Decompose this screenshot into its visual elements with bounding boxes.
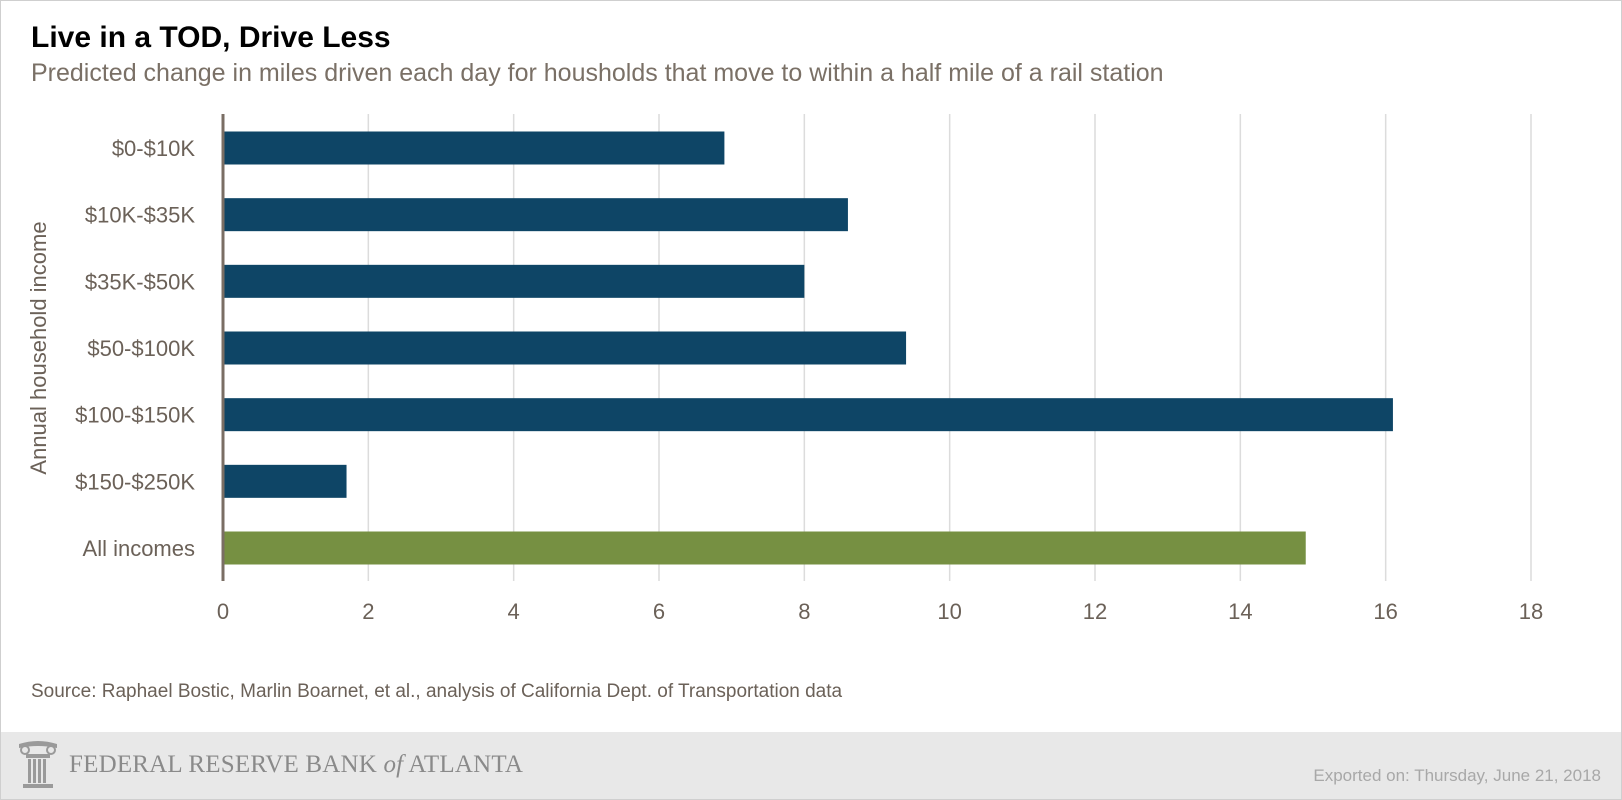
bar-chart: $0-$10K $10K-$35K $35K-$50K $50-$100K $100-$… bbox=[26, 114, 1543, 624]
category-label-4: $100-$150K bbox=[75, 403, 195, 428]
x-tick-label-2: 2 bbox=[362, 599, 374, 624]
category-label-6: All incomes bbox=[83, 536, 195, 561]
category-label-1: $10K-$35K bbox=[85, 203, 195, 228]
x-tick-label-12: 12 bbox=[1083, 599, 1107, 624]
chart-subtitle: Predicted change in miles driven each da… bbox=[31, 59, 1164, 87]
x-tick-label-4: 4 bbox=[508, 599, 520, 624]
category-label-5: $150-$250K bbox=[75, 469, 195, 494]
bank-logo: FEDERAL RESERVE BANK of ATLANTA bbox=[17, 740, 523, 790]
category-label-2: $35K-$50K bbox=[85, 269, 195, 294]
x-tick-label-10: 10 bbox=[937, 599, 961, 624]
column-capital-icon bbox=[19, 741, 57, 788]
bar-5 bbox=[223, 464, 347, 498]
source-note: Source: Raphael Bostic, Marlin Boarnet, … bbox=[31, 681, 843, 702]
x-tick-label-16: 16 bbox=[1373, 599, 1397, 624]
x-tick-label-14: 14 bbox=[1228, 599, 1252, 624]
chart-title: Live in a TOD, Drive Less bbox=[31, 21, 391, 54]
x-tick-label-0: 0 bbox=[217, 599, 229, 624]
bar-3 bbox=[223, 331, 907, 365]
bar-0 bbox=[223, 131, 725, 165]
logo-text-of: of bbox=[383, 751, 404, 778]
footer-bar: FEDERAL RESERVE BANK of ATLANTA Exported… bbox=[1, 732, 1621, 799]
category-label-0: $0-$10K bbox=[112, 136, 196, 161]
logo-text-city: ATLANTA bbox=[408, 751, 524, 778]
bar-1 bbox=[223, 198, 848, 232]
bar-4 bbox=[223, 398, 1393, 432]
bar-2 bbox=[223, 264, 805, 298]
x-tick-label-8: 8 bbox=[798, 599, 810, 624]
x-tick-label-18: 18 bbox=[1519, 599, 1543, 624]
y-axis-label: Annual household income bbox=[26, 221, 51, 474]
x-tick-label-6: 6 bbox=[653, 599, 665, 624]
logo-text-main: FEDERAL RESERVE BANK bbox=[69, 751, 378, 778]
category-label-3: $50-$100K bbox=[87, 336, 195, 361]
export-date: Exported on: Thursday, June 21, 2018 bbox=[1313, 766, 1601, 785]
bar-6 bbox=[223, 531, 1306, 565]
